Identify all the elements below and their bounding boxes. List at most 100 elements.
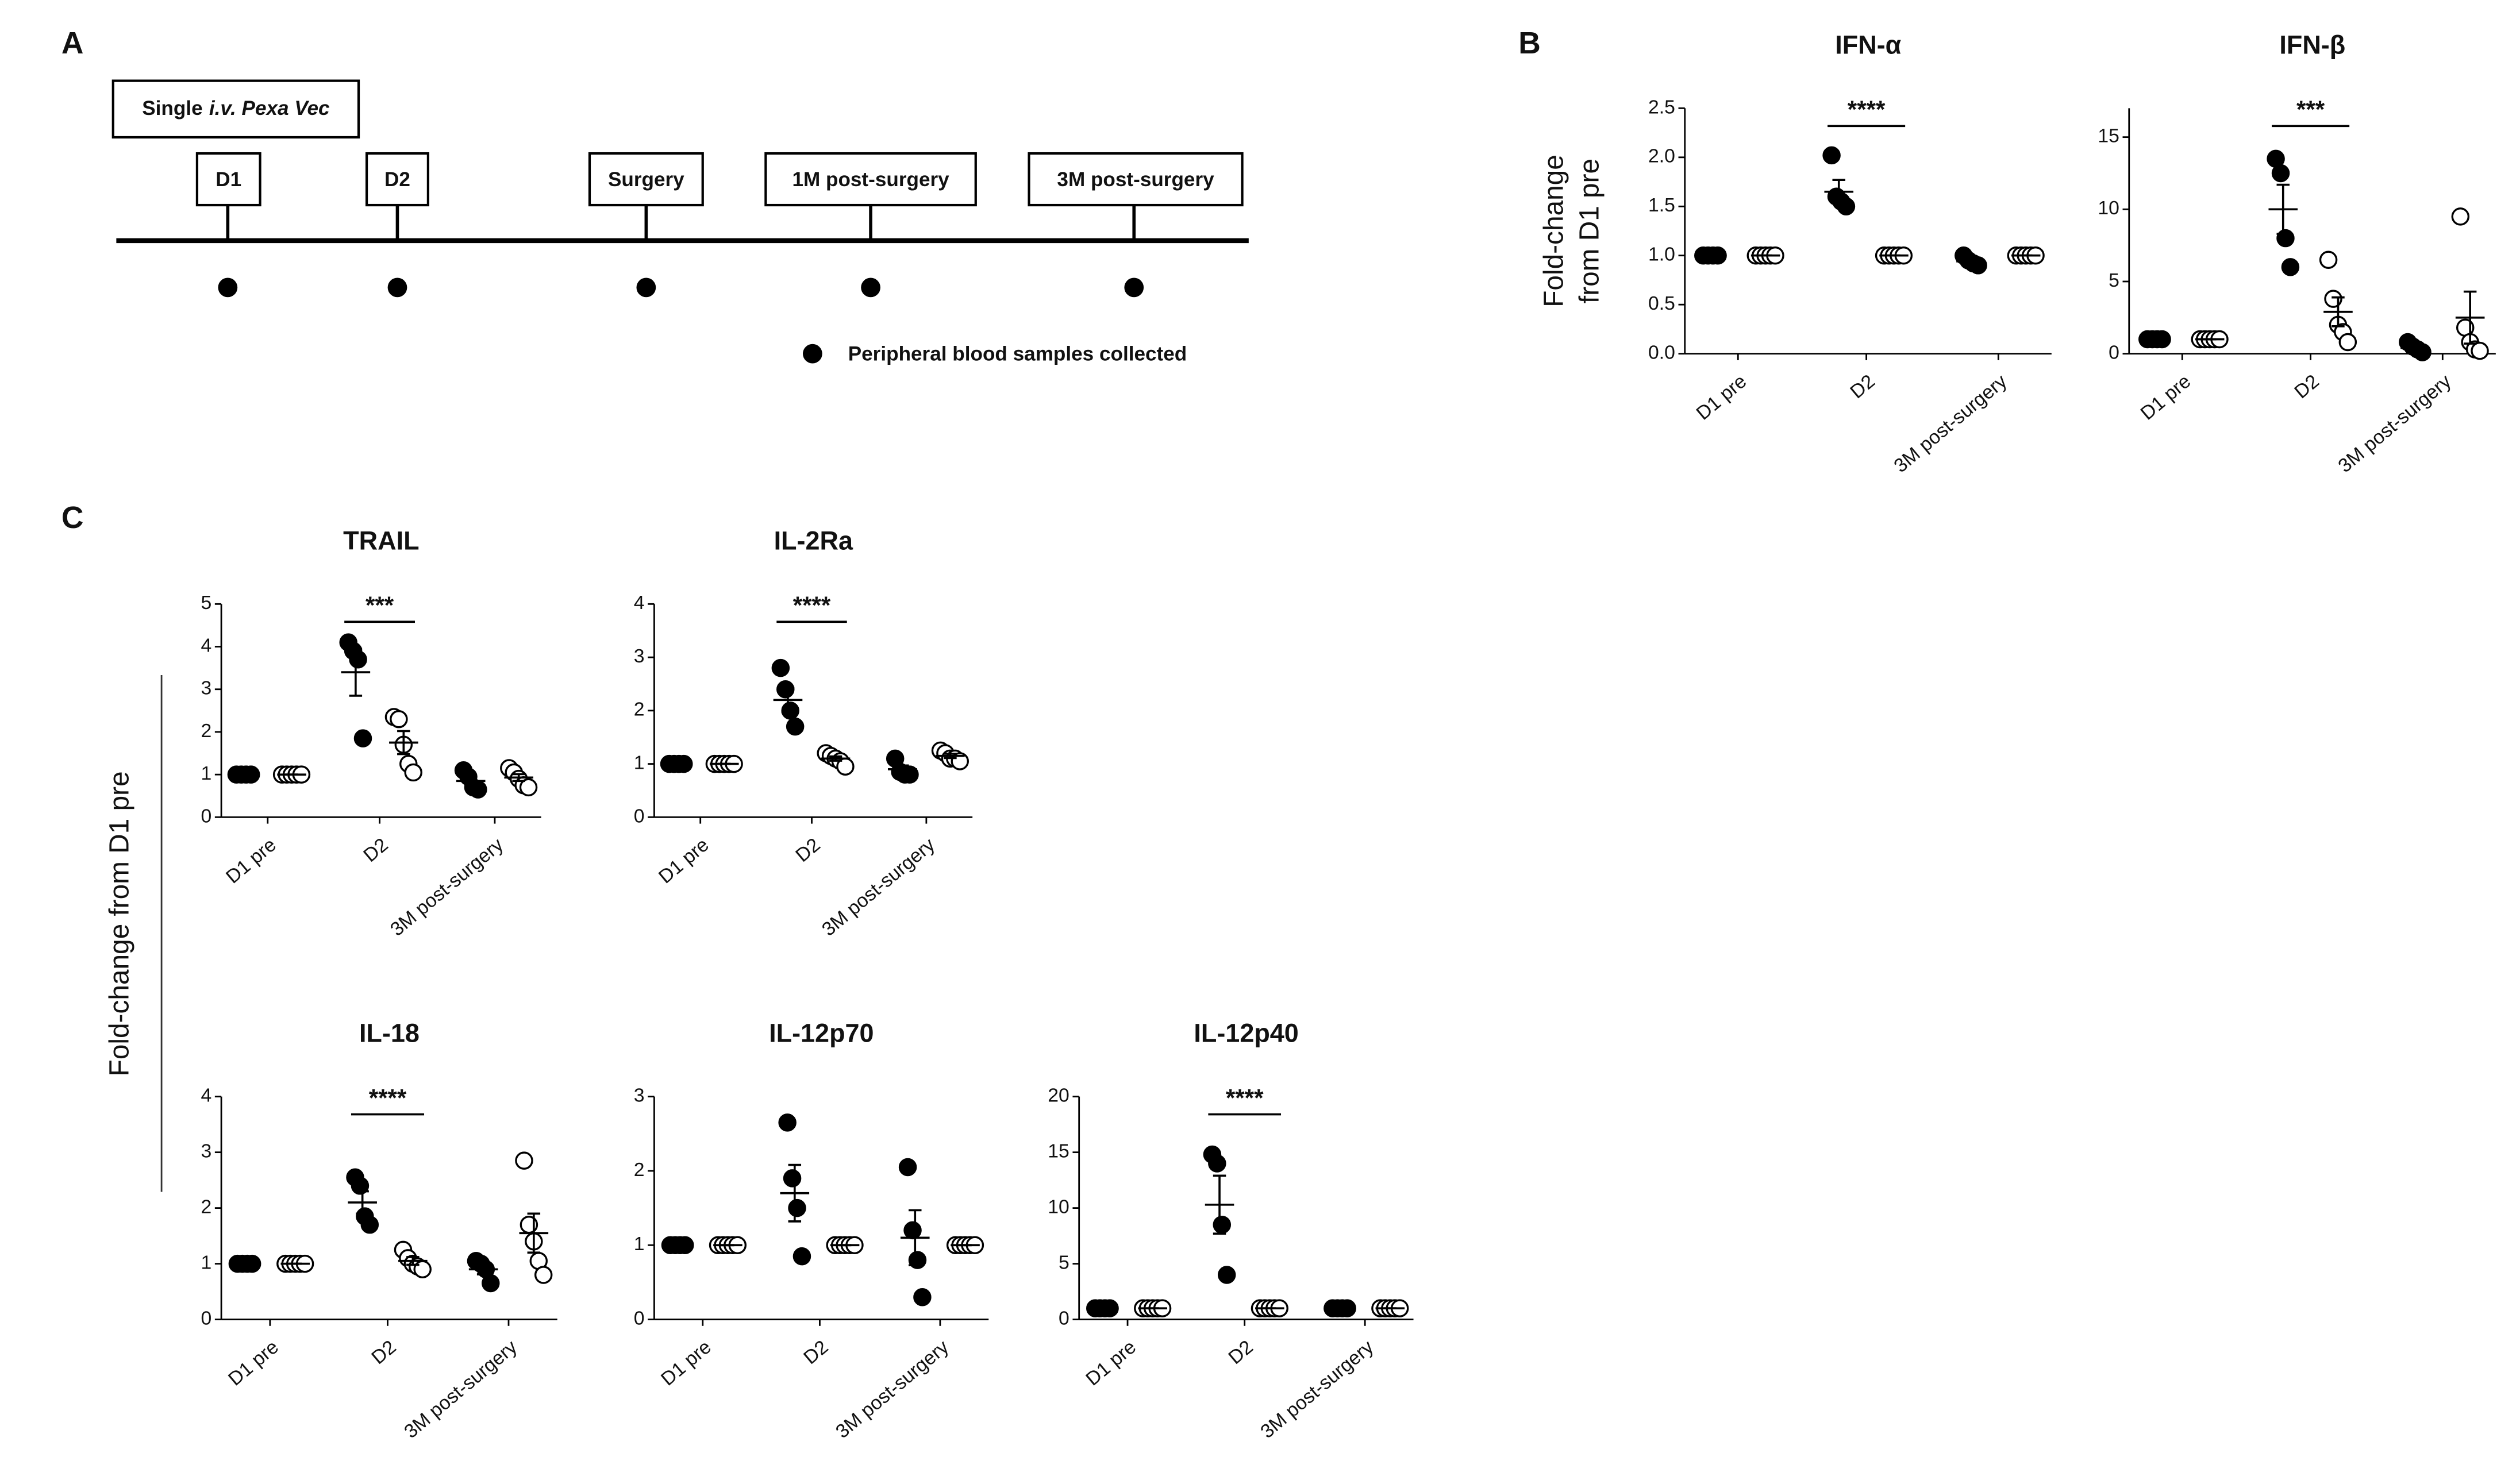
chart-title: IL-12p70 [769, 1019, 874, 1048]
data-point [404, 763, 422, 782]
y-tick-label: 1 [201, 1251, 211, 1273]
y-axis-label: Fold-change [1539, 155, 1569, 307]
y-tick-label: 4 [634, 592, 645, 614]
y-tick-label: 0 [634, 805, 645, 827]
significance-label: **** [793, 592, 831, 619]
y-tick-label: 2 [634, 699, 645, 720]
data-point [1213, 1215, 1232, 1234]
event-label: D1 [216, 168, 241, 191]
shared-y-label: Fold-change from D1 pre [104, 771, 134, 1076]
data-point [351, 1177, 370, 1195]
y-tick-label: 2 [201, 1196, 211, 1218]
event-label: 3M post-surgery [1057, 168, 1214, 191]
data-point [515, 1151, 533, 1170]
y-tick-label: 3 [201, 1140, 211, 1162]
y-tick-label: 10 [2098, 197, 2119, 219]
data-point [2271, 164, 2290, 183]
y-tick-label: 15 [2098, 125, 2119, 147]
panel-letter: B [1518, 26, 1541, 60]
y-tick-label: 3 [634, 645, 645, 667]
intro-label: Single i.v. Pexa Vec [142, 97, 330, 120]
data-point [901, 765, 919, 784]
chart-title: IFN-α [1835, 30, 1901, 59]
data-point [776, 680, 795, 699]
y-tick-label: 20 [1048, 1085, 1069, 1107]
y-tick-label: 5 [2109, 269, 2119, 291]
intro-plain: Single [142, 97, 202, 120]
data-point [2319, 250, 2338, 269]
y-tick-label: 2.0 [1648, 145, 1675, 167]
data-point [2471, 341, 2489, 360]
data-point [482, 1274, 500, 1293]
panel-letter: C [61, 501, 84, 535]
y-tick-label: 2 [634, 1159, 645, 1181]
chart-title: IL-18 [359, 1019, 420, 1048]
data-point [519, 778, 538, 797]
y-tick-label: 1 [634, 1233, 645, 1255]
data-point [413, 1260, 432, 1279]
event-box [764, 152, 977, 207]
event-label: D2 [384, 168, 410, 191]
y-tick-label: 10 [1048, 1196, 1069, 1218]
data-point [1208, 1154, 1226, 1173]
y-tick-label: 0 [1059, 1307, 1069, 1329]
data-point [353, 729, 372, 747]
data-point [771, 658, 790, 677]
sample-dot [1124, 278, 1144, 298]
event-label: 1M post-surgery [792, 168, 949, 191]
intro-box [111, 79, 360, 139]
panel-letter: A [61, 26, 84, 60]
chart-title: IFN-β [2279, 30, 2345, 59]
data-point [349, 650, 367, 669]
y-tick-label: 4 [201, 634, 211, 656]
y-tick-label: 3 [634, 1085, 645, 1107]
sample-dot [861, 278, 880, 298]
y-axis-label: from D1 pre [1574, 159, 1605, 303]
y-tick-label: 0 [2109, 342, 2119, 364]
sample-dot [218, 278, 238, 298]
data-point [913, 1288, 932, 1306]
y-tick-label: 3 [201, 677, 211, 699]
data-point [390, 710, 408, 729]
legend-dot [803, 344, 822, 364]
data-point [2276, 229, 2295, 248]
sample-dot [387, 278, 407, 298]
data-point [783, 1169, 802, 1188]
y-tick-label: 1 [634, 752, 645, 774]
data-point [778, 1113, 797, 1132]
chart-title: IL-12p40 [1194, 1019, 1298, 1048]
data-point [788, 1198, 806, 1217]
y-tick-label: 5 [201, 592, 211, 614]
significance-label: **** [369, 1084, 407, 1111]
sample-dot [636, 278, 656, 298]
data-point [1822, 146, 1841, 165]
data-point [908, 1251, 927, 1269]
y-tick-label: 0 [201, 1307, 211, 1329]
data-point [2338, 333, 2357, 352]
data-point [1217, 1266, 1236, 1284]
data-point [1837, 197, 1856, 216]
y-tick-label: 0.0 [1648, 342, 1675, 364]
significance-label: *** [366, 592, 394, 619]
data-point [898, 1158, 917, 1177]
y-tick-label: 1.5 [1648, 194, 1675, 216]
event-label: Surgery [608, 168, 684, 191]
data-point [786, 717, 805, 736]
data-point [360, 1215, 379, 1234]
significance-label: **** [1226, 1084, 1264, 1111]
significance-label: **** [1848, 96, 1886, 123]
event-box [1028, 152, 1244, 207]
y-tick-label: 1 [201, 762, 211, 784]
data-point [2451, 207, 2470, 226]
event-box [195, 152, 261, 207]
y-tick-label: 2 [201, 720, 211, 742]
chart-title: IL-2Ra [774, 526, 853, 555]
data-point [781, 702, 799, 720]
data-point [792, 1247, 811, 1266]
data-point [903, 1221, 922, 1240]
chart-title: TRAIL [343, 526, 419, 555]
data-point [469, 780, 487, 799]
y-tick-label: 5 [1059, 1251, 1069, 1273]
